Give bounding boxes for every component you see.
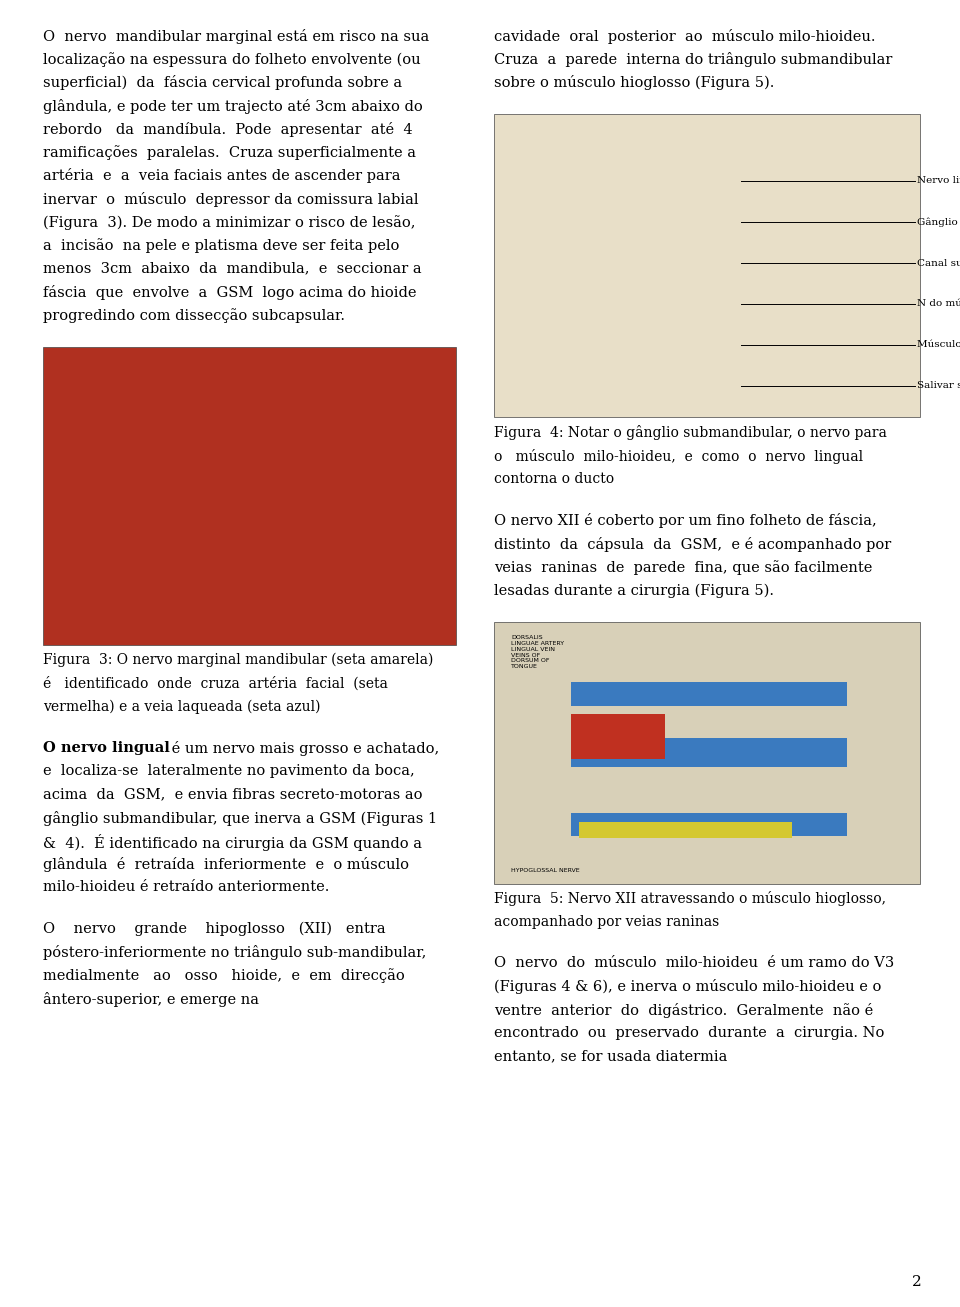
Text: progredindo com dissecção subcapsular.: progredindo com dissecção subcapsular. (43, 308, 346, 323)
Text: 2: 2 (912, 1274, 922, 1289)
Text: &  4).  É identificado na cirurgia da GSM quando a: & 4). É identificado na cirurgia da GSM … (43, 834, 422, 851)
Text: N do músculo milo-hioideu: N do músculo milo-hioideu (917, 299, 960, 308)
Text: HYPOGLOSSAL NERVE: HYPOGLOSSAL NERVE (512, 868, 580, 873)
Text: Cruza  a  parede  interna do triângulo submandibular: Cruza a parede interna do triângulo subm… (494, 52, 893, 67)
Text: Gânglio submandibular: Gânglio submandibular (917, 217, 960, 226)
Text: artéria  e  a  veia faciais antes de ascender para: artéria e a veia faciais antes de ascend… (43, 169, 400, 183)
Text: distinto  da  cápsula  da  GSM,  e é acompanhado por: distinto da cápsula da GSM, e é acompanh… (494, 537, 892, 552)
Text: acompanhado por veias raninas: acompanhado por veias raninas (494, 915, 720, 929)
Text: Canal submandibular (Wharton): Canal submandibular (Wharton) (917, 259, 960, 268)
Text: glândula, e pode ter um trajecto até 3cm abaixo do: glândula, e pode ter um trajecto até 3cm… (43, 98, 423, 114)
Bar (494, 622, 920, 884)
Text: localização na espessura do folheto envolvente (ou: localização na espessura do folheto envo… (43, 52, 420, 67)
Text: Figura  3: O nervo marginal mandibular (seta amarela): Figura 3: O nervo marginal mandibular (s… (43, 652, 434, 667)
Text: gânglio submandibular, que inerva a GSM (Figuras 1: gânglio submandibular, que inerva a GSM … (43, 810, 438, 826)
Text: O nervo XII é coberto por um fino folheto de fáscia,: O nervo XII é coberto por um fino folhet… (494, 514, 877, 528)
Text: O  nervo  do  músculo  milo-hioideu  é um ramo do V3: O nervo do músculo milo-hioideu é um ram… (494, 957, 895, 970)
Text: Salivar submandibular: Salivar submandibular (917, 382, 960, 389)
Text: DORSALIS
LINGUAE ARTERY
LINGUAL VEIN
VEINS OF
DORSUM OF
TONGUE: DORSALIS LINGUAE ARTERY LINGUAL VEIN VEI… (512, 635, 564, 669)
Text: Figura  4: Notar o gânglio submandibular, o nervo para: Figura 4: Notar o gânglio submandibular,… (494, 425, 887, 440)
Text: é   identificado  onde  cruza  artéria  facial  (seta: é identificado onde cruza artéria facial… (43, 676, 388, 690)
Text: sobre o músculo hioglosso (Figura 5).: sobre o músculo hioglosso (Figura 5). (494, 76, 775, 90)
Text: (Figura  3). De modo a minimizar o risco de lesão,: (Figura 3). De modo a minimizar o risco … (43, 214, 416, 230)
Text: menos  3cm  abaixo  da  mandibula,  e  seccionar a: menos 3cm abaixo da mandibula, e seccion… (43, 261, 421, 276)
Text: cavidade  oral  posterior  ao  músculo milo-hioideu.: cavidade oral posterior ao músculo milo-… (494, 29, 876, 43)
Text: O nervo lingual: O nervo lingual (43, 741, 170, 755)
Text: póstero-inferiormente no triângulo sub-mandibular,: póstero-inferiormente no triângulo sub-m… (43, 945, 426, 961)
Text: ântero-superior, e emerge na: ântero-superior, e emerge na (43, 992, 259, 1006)
Text: acima  da  GSM,  e envia fibras secreto-motoras ao: acima da GSM, e envia fibras secreto-mot… (43, 787, 422, 801)
Text: medialmente   ao   osso   hioide,  e  em  direcção: medialmente ao osso hioide, e em direcçã… (43, 968, 405, 983)
Text: veias  raninas  de  parede  fina, que são facilmente: veias raninas de parede fina, que são fa… (494, 559, 873, 575)
Text: superficial)  da  fáscia cervical profunda sobre a: superficial) da fáscia cervical profunda… (43, 76, 402, 90)
Bar (571, 813, 848, 836)
Text: rebordo   da  mandíbula.  Pode  apresentar  até  4: rebordo da mandíbula. Pode apresentar at… (43, 122, 413, 137)
Text: inervar  o  músculo  depressor da comissura labial: inervar o músculo depressor da comissura… (43, 192, 419, 207)
Text: Figura  5: Nervo XII atravessando o músculo hioglosso,: Figura 5: Nervo XII atravessando o múscu… (494, 891, 886, 906)
Text: e  localiza-se  lateralmente no pavimento da boca,: e localiza-se lateralmente no pavimento … (43, 765, 415, 778)
Text: vermelha) e a veia laqueada (seta azul): vermelha) e a veia laqueada (seta azul) (43, 699, 321, 714)
Bar (571, 738, 848, 767)
Text: entanto, se for usada diatermia: entanto, se for usada diatermia (494, 1050, 728, 1064)
Text: a  incisão  na pele e platisma deve ser feita pelo: a incisão na pele e platisma deve ser fe… (43, 238, 399, 254)
Bar (43, 346, 456, 644)
Text: O    nervo    grande    hipoglosso   (XII)   entra: O nervo grande hipoglosso (XII) entra (43, 921, 386, 936)
Text: (Figuras 4 & 6), e inerva o músculo milo-hioideu e o: (Figuras 4 & 6), e inerva o músculo milo… (494, 979, 882, 995)
Text: milo-hioideu é retraído anteriormente.: milo-hioideu é retraído anteriormente. (43, 881, 329, 894)
Text: lesadas durante a cirurgia (Figura 5).: lesadas durante a cirurgia (Figura 5). (494, 583, 775, 597)
Text: é um nervo mais grosso e achatado,: é um nervo mais grosso e achatado, (167, 741, 440, 755)
Bar (571, 682, 848, 706)
Text: contorna o ducto: contorna o ducto (494, 472, 614, 486)
Bar (571, 714, 664, 759)
Text: encontrado  ou  preservado  durante  a  cirurgia. No: encontrado ou preservado durante a cirur… (494, 1026, 885, 1040)
Bar (494, 114, 920, 417)
Bar (580, 822, 792, 838)
Text: Músculo milo-hioideu: Músculo milo-hioideu (917, 340, 960, 349)
Text: o   músculo  milo-hioideu,  e  como  o  nervo  lingual: o músculo milo-hioideu, e como o nervo l… (494, 448, 864, 464)
Text: ramificações  paralelas.  Cruza superficialmente a: ramificações paralelas. Cruza superficia… (43, 145, 417, 159)
Text: fáscia  que  envolve  a  GSM  logo acima do hioide: fáscia que envolve a GSM logo acima do h… (43, 285, 417, 299)
Text: glândula  é  retraída  inferiormente  e  o músculo: glândula é retraída inferiormente e o mú… (43, 857, 409, 872)
Text: ventre  anterior  do  digástrico.  Geralmente  não é: ventre anterior do digástrico. Geralment… (494, 1002, 874, 1018)
Text: Nervo lingual: Nervo lingual (917, 176, 960, 186)
Text: O  nervo  mandibular marginal está em risco na sua: O nervo mandibular marginal está em risc… (43, 29, 429, 43)
